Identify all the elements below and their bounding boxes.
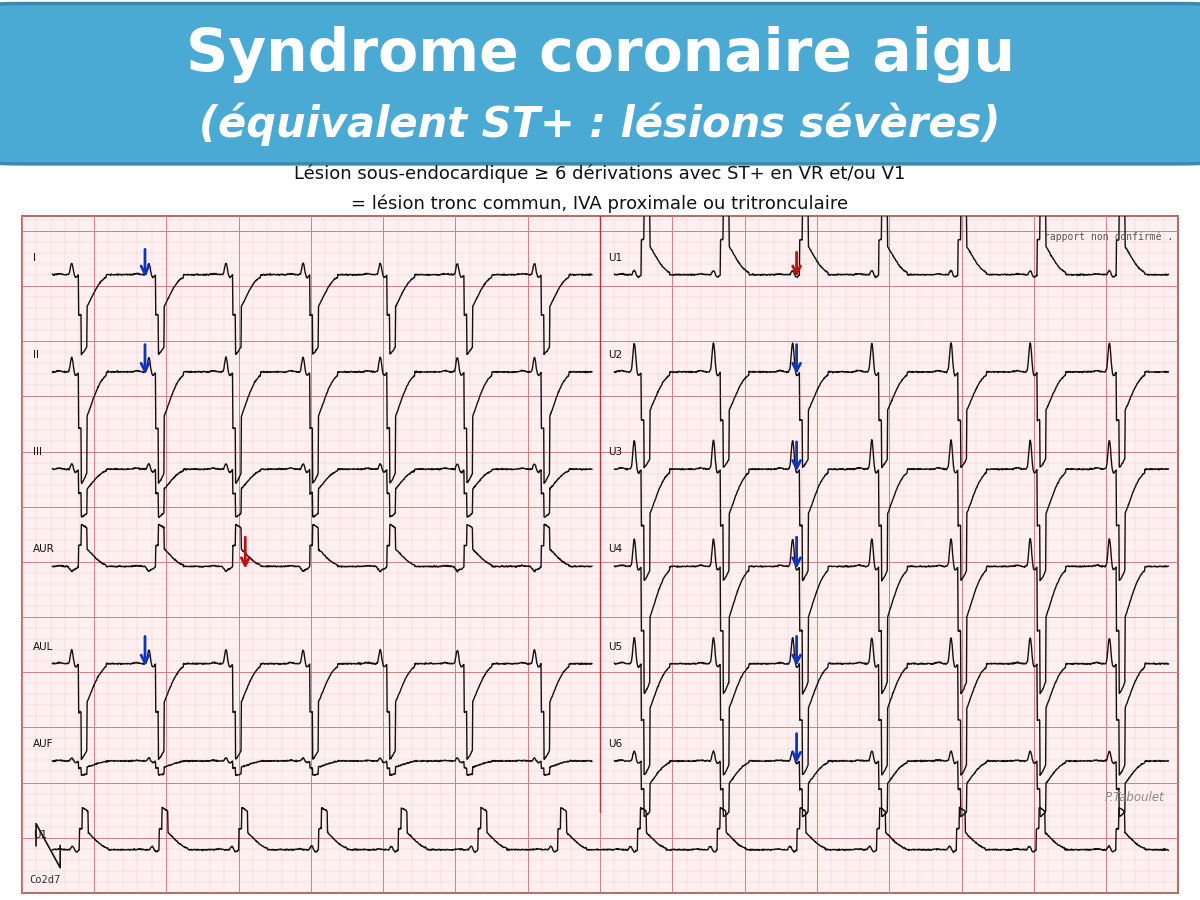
Text: II: II: [34, 350, 40, 360]
Text: Co2d7: Co2d7: [29, 875, 60, 885]
Text: U5: U5: [607, 642, 622, 652]
Text: AUR: AUR: [34, 544, 55, 554]
Text: = lésion tronc commun, IVA proximale ou tritronculaire: = lésion tronc commun, IVA proximale ou …: [352, 195, 848, 213]
Text: I: I: [34, 253, 36, 263]
Text: U3: U3: [607, 447, 622, 457]
Text: AUL: AUL: [34, 642, 54, 652]
Text: U4: U4: [607, 544, 622, 554]
Text: U2: U2: [607, 350, 622, 360]
Text: U1: U1: [607, 253, 622, 263]
Text: III: III: [34, 447, 42, 457]
Text: AUF: AUF: [34, 739, 54, 749]
FancyBboxPatch shape: [22, 216, 1178, 893]
Text: rapport non confirmé .: rapport non confirmé .: [1044, 231, 1174, 241]
Text: U6: U6: [607, 739, 622, 749]
Text: Lésion sous-endocardique ≥ 6 dérivations avec ST+ en VR et/ou V1: Lésion sous-endocardique ≥ 6 dérivations…: [294, 165, 906, 184]
Text: P.Taboulet: P.Taboulet: [1104, 791, 1164, 804]
Text: (équivalent ST+ : lésions sévères): (équivalent ST+ : lésions sévères): [199, 103, 1001, 147]
Text: U1: U1: [34, 830, 47, 840]
FancyBboxPatch shape: [0, 4, 1200, 164]
Text: Syndrome coronaire aigu: Syndrome coronaire aigu: [186, 26, 1014, 83]
